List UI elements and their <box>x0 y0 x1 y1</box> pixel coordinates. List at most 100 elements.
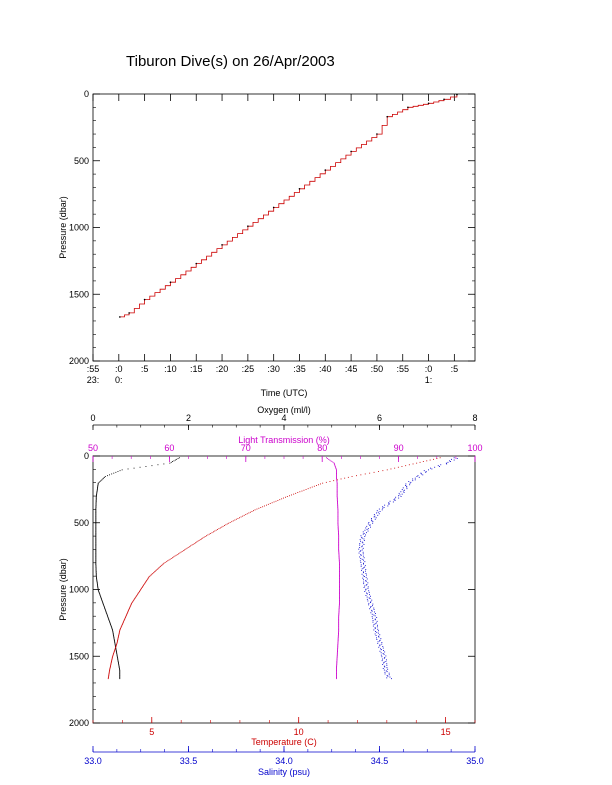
salinity-point <box>374 518 376 520</box>
temperature-point <box>123 620 125 622</box>
transmission-tick-label: 90 <box>394 443 404 453</box>
salinity-point <box>368 522 370 523</box>
oxygen-point <box>116 654 118 656</box>
oxygen-point <box>95 563 97 565</box>
temperature-point <box>115 646 117 647</box>
salinity-point <box>391 678 392 680</box>
oxygen-point <box>95 544 97 546</box>
temperature-point <box>180 551 182 553</box>
salinity-point <box>434 466 436 468</box>
temperature-point <box>107 677 109 679</box>
salinity-point <box>375 622 377 624</box>
transmission-point <box>338 620 340 622</box>
transmission-point <box>338 547 340 548</box>
temperature-point <box>433 458 434 460</box>
oxygen-point <box>174 459 176 461</box>
transmission-point <box>336 469 337 471</box>
oxygen-point <box>96 489 98 491</box>
transmission-point <box>338 544 340 546</box>
oxygen-point <box>100 480 102 482</box>
transmission-point <box>338 624 340 625</box>
transmission-point <box>336 496 338 498</box>
temperature-point <box>130 603 132 605</box>
plot-frame <box>92 455 476 724</box>
transmission-point <box>337 525 339 527</box>
transmission-point <box>337 522 339 524</box>
transmission-point <box>337 515 339 517</box>
oxygen-point <box>100 596 102 598</box>
temperature-point <box>240 516 242 518</box>
temperature-point <box>129 606 131 607</box>
data-point <box>427 102 430 105</box>
temperature-point <box>108 671 110 673</box>
y-tick-label: 2000 <box>69 718 89 728</box>
series-transmission <box>326 457 340 680</box>
salinity-point <box>362 553 364 555</box>
transmission-point <box>336 668 337 669</box>
oxygen-point <box>117 661 119 662</box>
temperature-point <box>121 625 123 627</box>
oxygen-point <box>103 605 105 607</box>
temperature-point <box>117 636 119 638</box>
oxygen-point <box>95 506 97 508</box>
oxygen-point <box>95 507 97 509</box>
oxygen-point <box>97 483 99 485</box>
temperature-point <box>141 587 142 589</box>
oxygen-point <box>151 465 153 467</box>
temperature-point <box>116 642 118 644</box>
series-salinity <box>358 457 458 680</box>
oxygen-point <box>95 511 97 513</box>
oxygen-point <box>114 642 116 644</box>
transmission-point <box>337 650 338 651</box>
salinity-point <box>377 642 379 644</box>
salinity-point <box>369 598 371 599</box>
transmission-point <box>336 482 338 484</box>
x-tick-label: :30 <box>267 364 280 374</box>
oxygen-point <box>95 500 97 502</box>
oxygen-point <box>101 600 103 602</box>
temperature-point <box>154 570 156 572</box>
salinity-point <box>417 475 419 477</box>
temperature-point <box>108 674 110 676</box>
salinity-point <box>428 469 429 471</box>
oxygen-point <box>101 479 103 481</box>
temperature-point <box>283 497 284 499</box>
temperature-point <box>161 564 163 566</box>
temperature-point <box>117 639 119 641</box>
oxygen-point <box>113 635 114 636</box>
temperature-point <box>201 538 202 540</box>
salinity-point <box>384 657 386 658</box>
oxygen-point <box>176 458 178 460</box>
transmission-point <box>336 675 337 677</box>
transmission-point <box>339 576 340 578</box>
x-tick-label: 0: <box>115 375 123 385</box>
oxygen-point <box>95 557 97 559</box>
oxygen-point <box>114 643 116 645</box>
oxygen-point <box>118 666 120 668</box>
oxygen-point <box>95 539 97 541</box>
temperature-point <box>160 565 162 567</box>
temperature-point <box>232 520 234 522</box>
transmission-point <box>329 459 331 461</box>
temperature-point <box>192 544 194 545</box>
oxygen-point <box>119 675 121 677</box>
salinity-point <box>373 614 375 616</box>
transmission-point <box>338 554 340 556</box>
temperature-point <box>122 622 124 624</box>
temperature-point <box>217 529 218 530</box>
oxygen-point <box>95 560 97 562</box>
oxygen-point <box>95 540 97 542</box>
oxygen-point <box>118 664 120 666</box>
salinity-point <box>361 569 362 571</box>
temperature-point <box>132 600 134 602</box>
temperature-point <box>234 519 236 521</box>
temperature-point <box>117 639 119 640</box>
temperature-point <box>167 560 169 562</box>
salinity-point <box>449 460 450 462</box>
transmission-point <box>339 595 340 597</box>
oxygen-point <box>95 503 97 504</box>
transmission-point <box>336 664 338 665</box>
oxygen-point <box>104 608 106 610</box>
oxygen-point <box>99 595 101 596</box>
salinity-point <box>421 473 422 475</box>
